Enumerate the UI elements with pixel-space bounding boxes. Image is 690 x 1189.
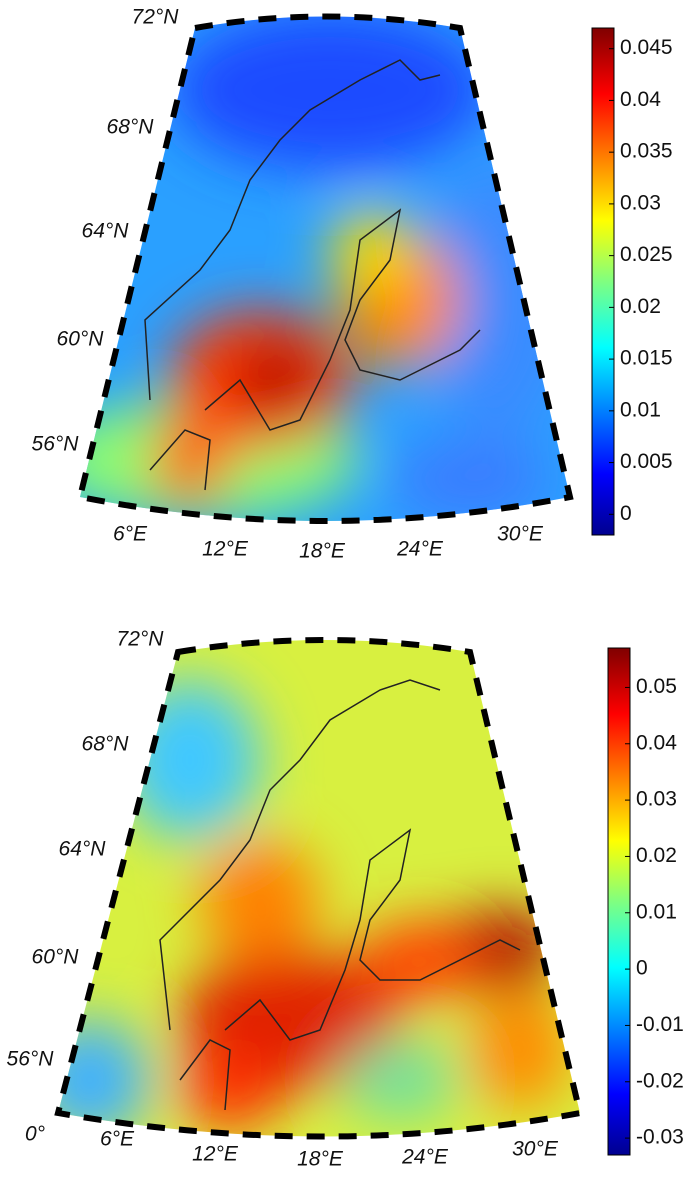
lat-label: 60°N — [32, 946, 80, 969]
lat-label: 72°N — [117, 628, 165, 651]
colorbar-tick-label: -0.01 — [636, 1013, 684, 1036]
lon-label: 24°E — [396, 538, 444, 561]
colorbar-tick-label: 0.03 — [620, 191, 661, 214]
colorbar-tick-label: -0.03 — [636, 1126, 684, 1149]
colorbar-tick-label: 0.03 — [636, 788, 677, 811]
colorbar-tick-label: 0.01 — [636, 900, 677, 923]
lat-label: 56°N — [32, 433, 80, 456]
lat-label: 72°N — [132, 6, 180, 29]
colorbar-tick-label: 0 — [636, 957, 648, 980]
colorbar-tick-label: 0.005 — [620, 450, 673, 473]
colorbar — [591, 27, 615, 536]
colorbar-tick-label: 0.015 — [620, 347, 673, 370]
colorbar-tick-label: 0.025 — [620, 243, 673, 266]
colorbar-tick-label: 0.04 — [620, 88, 661, 111]
lon-label: 24°E — [401, 1146, 449, 1169]
colorbar-tick-label: 0.05 — [636, 675, 677, 698]
lon-label: 30°E — [512, 1138, 559, 1161]
lon-label: 12°E — [192, 1143, 239, 1166]
lat-label: 56°N — [7, 1048, 55, 1071]
colorbar-tick-label: 0.035 — [620, 140, 673, 163]
lon-label: 6°E — [100, 1128, 135, 1151]
colorbar-tick-label: 0.01 — [620, 398, 661, 421]
colorbar — [607, 647, 631, 1156]
field-top — [80, 16, 570, 521]
colorbar-tick-label: 0.045 — [620, 36, 673, 59]
lon-label: 12°E — [202, 538, 249, 561]
lon-label: 18°E — [299, 540, 346, 563]
lon-label: 30°E — [497, 523, 544, 546]
lon-label: 6°E — [113, 523, 148, 546]
lat-label: 68°N — [107, 116, 155, 139]
lat-label: 64°N — [82, 220, 130, 243]
colorbar-tick-label: 0.02 — [620, 295, 661, 318]
lat-label: 64°N — [59, 838, 107, 861]
lon-label: 18°E — [297, 1148, 344, 1171]
colorbar-tick-label: 0 — [620, 502, 632, 525]
colorbar-tick-label: 0.04 — [636, 731, 677, 754]
colorbar-tick-label: -0.02 — [636, 1069, 684, 1092]
lat-label: 60°N — [57, 328, 105, 351]
frame — [76, 13, 574, 524]
lon-label: 0° — [25, 1123, 45, 1146]
colorbar-tick-label: 0.02 — [636, 844, 677, 867]
lat-label: 68°N — [82, 733, 130, 756]
frame — [54, 637, 584, 1140]
